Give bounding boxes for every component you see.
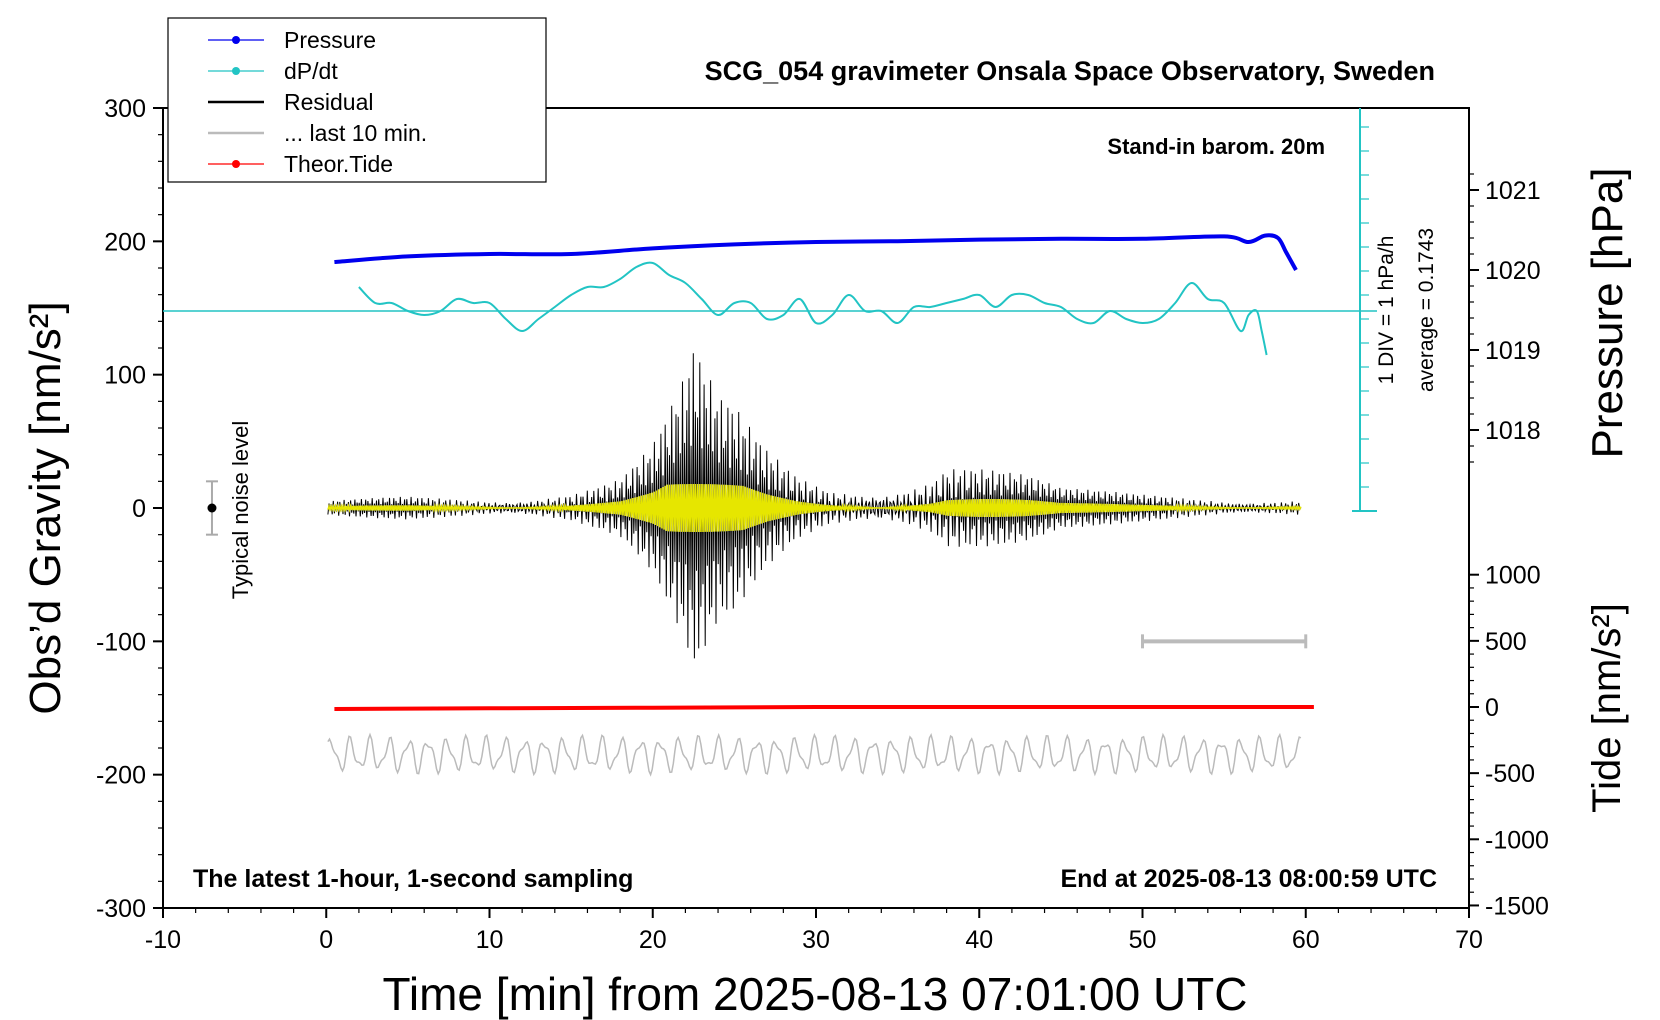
x-tick-label: 20 (639, 926, 667, 954)
y-tick-label: 0 (132, 495, 146, 523)
div-scale-label: 1 DIV = 1 hPa/h (1375, 236, 1398, 385)
x-tick-label: 70 (1455, 926, 1483, 954)
x-tick-label: 60 (1292, 926, 1320, 954)
x-tick-label: 0 (319, 926, 333, 954)
noise-bar-dot (207, 503, 217, 513)
tide-axis-label: Tide [nm/s²] (1585, 603, 1629, 813)
x-tick-label: 50 (1129, 926, 1157, 954)
legend-marker (232, 160, 240, 168)
legend-label: ... last 10 min. (284, 120, 427, 146)
legend-label: Theor.Tide (284, 151, 393, 177)
pressure-tick-label: 1018 (1485, 417, 1541, 445)
legend-label: Residual (284, 89, 374, 115)
y-tick-label: 200 (104, 228, 146, 256)
residual-smoothed-line (327, 483, 1302, 533)
end-time-note: End at 2025-08-13 08:00:59 UTC (1060, 865, 1437, 893)
legend-marker (232, 67, 240, 75)
x-tick-label: 30 (802, 926, 830, 954)
tide-tick-label: -1000 (1485, 826, 1549, 854)
barometer-note: Stand-in barom. 20m (1107, 134, 1325, 159)
chart-title: SCG_054 gravimeter Onsala Space Observat… (705, 56, 1435, 86)
y-axis-label: Obs’d Gravity [nm/s²] (21, 301, 70, 714)
y-tick-label: -200 (96, 762, 146, 790)
average-label: average = 0.1743 (1415, 228, 1438, 392)
pressure-tick-label: 1019 (1485, 337, 1541, 365)
x-axis-label: Time [min] from 2025-08-13 07:01:00 UTC (383, 968, 1248, 1020)
legend-label: Pressure (284, 27, 376, 53)
tide-tick-label: 500 (1485, 628, 1527, 656)
pressure-tick-label: 1021 (1485, 177, 1541, 205)
y-tick-label: 300 (104, 95, 146, 123)
y-tick-label: -100 (96, 628, 146, 656)
last-10-min-line (327, 732, 1302, 777)
noise-level-label: Typical noise level (228, 421, 253, 600)
legend-marker (232, 36, 240, 44)
pressure-tick-label: 1020 (1485, 257, 1541, 285)
pressure-axis-label: Pressure [hPa] (1583, 167, 1632, 458)
dpdt-line (358, 261, 1268, 356)
axis-ticks: -10 0 10 20 30 40 50 60 703002001000-100-200-300… (96, 95, 1549, 954)
pressure-line (334, 233, 1298, 272)
legend-box (167, 17, 547, 183)
x-tick-label: -10 (145, 926, 181, 954)
legend-items: Pressure dP/dt Residual ... last 10 min. The… (208, 27, 427, 177)
tide-tick-label: -500 (1485, 760, 1535, 788)
theoretical-tide-line (334, 705, 1314, 711)
y-tick-label: -300 (96, 895, 146, 923)
x-tick-label: 40 (965, 926, 993, 954)
y-tick-label: 100 (104, 362, 146, 390)
x-tick-label: 10 (476, 926, 504, 954)
tide-tick-label: -1500 (1485, 892, 1549, 920)
legend: Pressure dP/dt Residual ... last 10 min. The… (167, 17, 547, 183)
tide-tick-label: 0 (1485, 694, 1499, 722)
tide-tick-label: 1000 (1485, 562, 1541, 590)
sampling-note: The latest 1-hour, 1-second sampling (193, 865, 633, 893)
data-series (163, 108, 1377, 777)
legend-label: dP/dt (284, 58, 338, 84)
